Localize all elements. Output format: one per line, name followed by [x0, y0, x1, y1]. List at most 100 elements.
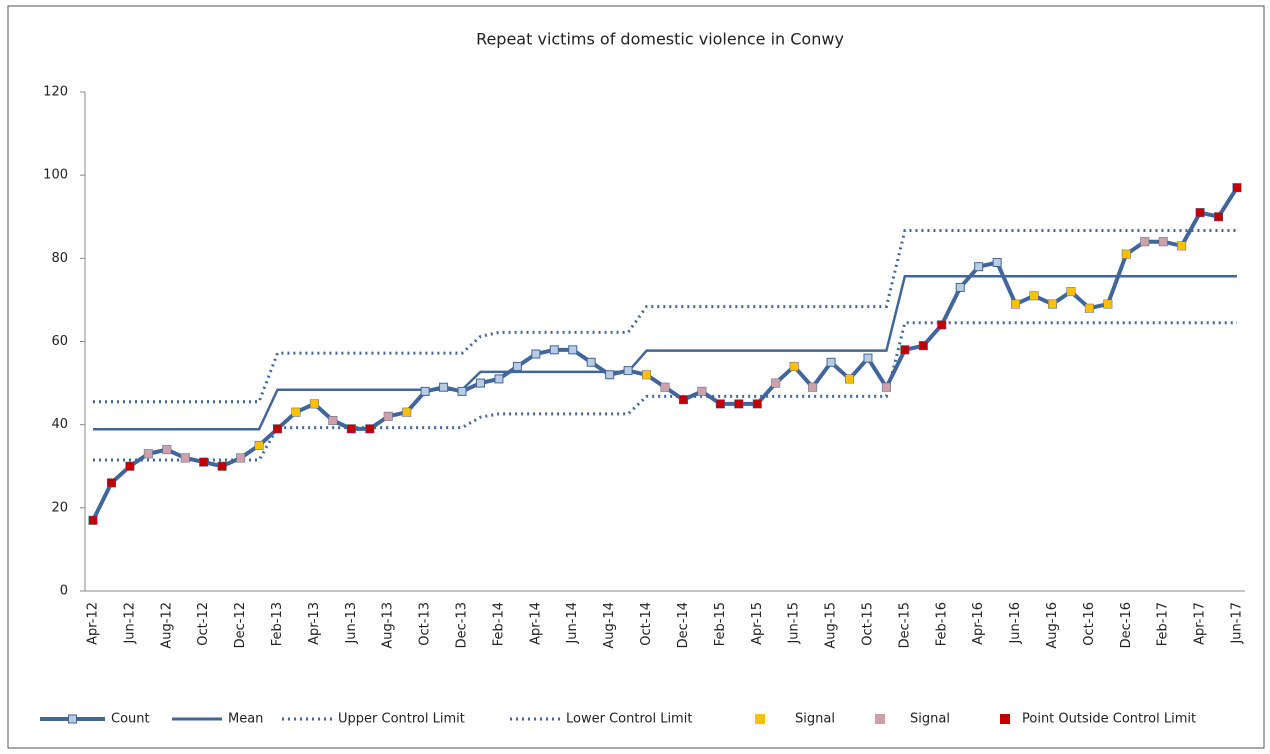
x-tick-label: Jun-13	[344, 602, 359, 645]
data-marker	[992, 257, 1002, 267]
x-tick-label: Oct-12	[196, 602, 211, 646]
x-tick-label: Jun-15	[787, 602, 802, 645]
data-marker	[974, 262, 984, 272]
data-marker	[439, 382, 449, 392]
data-marker	[402, 408, 411, 417]
x-tick-label: Aug-15	[824, 602, 839, 649]
legend-label: Mean	[228, 712, 263, 727]
x-tick-label: Apr-14	[528, 602, 543, 645]
data-marker	[384, 412, 393, 421]
data-marker	[642, 370, 651, 379]
legend-swatch	[875, 714, 885, 724]
x-tick-label: Dec-15	[897, 602, 912, 648]
data-marker	[716, 399, 725, 408]
legend-label: Upper Control Limit	[338, 712, 465, 727]
data-marker	[919, 341, 928, 350]
x-tick-label: Aug-16	[1045, 602, 1060, 649]
data-marker	[347, 424, 356, 433]
data-marker	[1177, 241, 1186, 250]
x-tick-label: Oct-16	[1082, 602, 1097, 646]
x-tick-label: Dec-14	[676, 602, 691, 648]
data-marker	[1196, 208, 1205, 217]
x-tick-label: Feb-14	[491, 602, 506, 646]
data-marker	[1233, 183, 1241, 192]
data-marker	[512, 361, 522, 371]
data-marker	[568, 345, 578, 355]
data-marker	[107, 478, 116, 487]
chart-frame	[7, 5, 1265, 749]
y-tick-label: 40	[51, 417, 68, 432]
data-marker	[771, 379, 780, 388]
x-tick-label: Apr-12	[86, 602, 101, 645]
data-marker	[790, 362, 799, 371]
data-marker	[1159, 237, 1168, 246]
data-marker	[1066, 287, 1075, 296]
data-marker	[144, 449, 153, 458]
data-marker	[753, 399, 762, 408]
data-marker	[845, 374, 854, 383]
x-tick-label: Jun-16	[1008, 602, 1023, 645]
data-marker	[162, 445, 171, 454]
data-marker	[291, 408, 300, 417]
x-tick-label: Feb-16	[934, 602, 949, 646]
legend-label: Signal	[795, 712, 835, 727]
x-tick-label: Apr-13	[307, 602, 322, 645]
data-marker	[900, 345, 909, 354]
data-marker	[882, 383, 891, 392]
x-tick-label: Apr-16	[971, 602, 986, 645]
data-marker	[273, 424, 282, 433]
data-marker	[1085, 304, 1094, 313]
legend-swatch	[68, 714, 77, 724]
data-marker	[457, 386, 467, 396]
data-marker	[365, 424, 374, 433]
data-marker	[125, 462, 134, 471]
legend-label: Point Outside Control Limit	[1022, 712, 1196, 727]
legend-label: Lower Control Limit	[566, 712, 692, 727]
data-marker	[475, 378, 485, 388]
data-marker	[808, 383, 817, 392]
x-tick-label: Feb-15	[713, 602, 728, 646]
x-tick-label: Jun-17	[1230, 602, 1245, 645]
x-tick-label: Feb-17	[1156, 602, 1171, 646]
chart-title: Repeat victims of domestic violence in C…	[476, 30, 844, 49]
data-marker	[255, 441, 264, 450]
y-tick-label: 80	[51, 251, 68, 266]
data-marker	[89, 516, 97, 525]
data-marker	[679, 395, 688, 404]
legend-label: Count	[111, 712, 150, 727]
x-tick-label: Oct-13	[418, 602, 433, 646]
data-marker	[661, 383, 669, 392]
x-tick-label: Jun-12	[122, 602, 137, 645]
x-tick-label: Aug-12	[159, 602, 174, 649]
x-tick-label: Oct-15	[860, 602, 875, 646]
data-marker	[420, 386, 430, 396]
legend-swatch	[1000, 714, 1010, 724]
series-line	[93, 228, 1237, 404]
data-marker	[494, 374, 504, 384]
data-marker	[1214, 212, 1223, 221]
data-marker	[310, 399, 319, 408]
x-tick-label: Dec-13	[455, 602, 470, 648]
x-tick-label: Apr-17	[1193, 602, 1208, 645]
y-tick-label: 100	[43, 168, 68, 183]
data-marker	[236, 453, 245, 462]
data-marker	[531, 349, 541, 359]
data-marker	[734, 399, 743, 408]
data-marker	[937, 320, 946, 329]
y-tick-label: 60	[51, 334, 68, 349]
data-marker	[181, 453, 190, 462]
x-tick-label: Oct-14	[639, 602, 654, 646]
legend-swatch	[755, 714, 765, 724]
data-marker	[863, 353, 873, 363]
data-marker	[586, 357, 596, 367]
x-tick-label: Apr-15	[750, 602, 765, 645]
x-tick-label: Aug-14	[602, 602, 617, 649]
data-marker	[697, 387, 706, 396]
x-tick-label: Dec-12	[233, 602, 248, 648]
data-marker	[218, 462, 227, 471]
data-marker	[1048, 300, 1057, 309]
data-marker	[826, 357, 836, 367]
data-marker	[1103, 300, 1112, 309]
y-tick-label: 120	[43, 85, 68, 100]
